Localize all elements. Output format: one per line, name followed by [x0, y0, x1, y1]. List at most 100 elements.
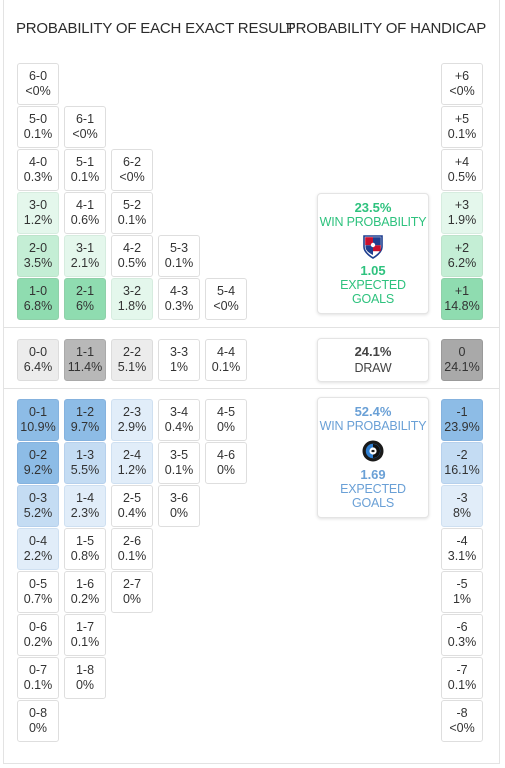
- score-cell-home: 5-0 0.1%: [17, 106, 59, 148]
- cell-probability: 1.9%: [447, 213, 477, 227]
- handicap-cell-away: -3 8%: [441, 485, 483, 527]
- cell-label: +2: [454, 241, 470, 255]
- handicap-cell-home: +3 1.9%: [441, 192, 483, 234]
- home-team-crest-icon: [363, 235, 383, 259]
- handicap-cell-home: +4 0.5%: [441, 149, 483, 191]
- score-cell-draw: 2-2 5.1%: [111, 339, 153, 381]
- cell-label: 3-2: [122, 284, 142, 298]
- score-cell-home: 3-0 1.2%: [17, 192, 59, 234]
- cell-label: 0-3: [28, 491, 48, 505]
- cell-probability: 0.1%: [117, 213, 147, 227]
- cell-label: 0-5: [28, 577, 48, 591]
- cell-label: 0-0: [28, 345, 48, 359]
- score-cell-home: 5-1 0.1%: [64, 149, 106, 191]
- cell-label: 0-8: [28, 706, 48, 720]
- cell-probability: <0%: [72, 127, 98, 141]
- cell-label: 2-6: [122, 534, 142, 548]
- score-cell-away: 1-7 0.1%: [64, 614, 106, 656]
- cell-label: 5-0: [28, 112, 48, 126]
- score-cell-home: 4-1 0.6%: [64, 192, 106, 234]
- cell-label: 2-2: [122, 345, 142, 359]
- cell-probability: 0.1%: [117, 549, 147, 563]
- handicap-cell-draw: 0 24.1%: [441, 339, 483, 381]
- score-cell-draw: 4-4 0.1%: [205, 339, 247, 381]
- cell-probability: 0.6%: [70, 213, 100, 227]
- cell-probability: 9.2%: [23, 463, 53, 477]
- cell-probability: 1.2%: [23, 213, 53, 227]
- handicap-cell-away: -8 <0%: [441, 700, 483, 742]
- cell-probability: 5.1%: [117, 360, 147, 374]
- home-win-probability: 23.5%: [354, 200, 392, 215]
- away-team-card: 52.4% WIN PROBABILITY 1.69 EXPECTED GOAL…: [317, 397, 429, 518]
- cell-label: 2-3: [122, 405, 142, 419]
- cell-probability: <0%: [213, 299, 239, 313]
- handicap-cell-away: -4 3.1%: [441, 528, 483, 570]
- cell-label: -5: [456, 577, 468, 591]
- cell-probability: 0%: [216, 420, 236, 434]
- cell-label: 1-6: [75, 577, 95, 591]
- cell-label: 6-2: [122, 155, 142, 169]
- score-cell-away: 2-7 0%: [111, 571, 153, 613]
- away-win-probability: 52.4%: [354, 404, 392, 419]
- handicap-cell-home: +2 6.2%: [441, 235, 483, 277]
- handicap-cell-away: -7 0.1%: [441, 657, 483, 699]
- draw-label: DRAW: [354, 361, 392, 375]
- cell-label: 0-4: [28, 534, 48, 548]
- cell-label: 3-5: [169, 448, 189, 462]
- cell-probability: 0.4%: [164, 420, 194, 434]
- cell-probability: 0.5%: [447, 170, 477, 184]
- cell-probability: <0%: [119, 170, 145, 184]
- score-cell-home: 6-2 <0%: [111, 149, 153, 191]
- cell-probability: 0%: [122, 592, 142, 606]
- cell-probability: 0.2%: [70, 592, 100, 606]
- cell-probability: 0.1%: [70, 170, 100, 184]
- score-cell-draw: 0-0 6.4%: [17, 339, 59, 381]
- cell-probability: 0.1%: [447, 127, 477, 141]
- cell-label: 6-1: [75, 112, 95, 126]
- cell-label: 1-0: [28, 284, 48, 298]
- cell-probability: 0%: [75, 678, 95, 692]
- cell-label: 4-4: [216, 345, 236, 359]
- cell-label: +6: [454, 69, 470, 83]
- cell-label: +5: [454, 112, 470, 126]
- cell-label: 4-0: [28, 155, 48, 169]
- cell-label: 1-7: [75, 620, 95, 634]
- cell-probability: 0.7%: [23, 592, 53, 606]
- cell-label: -3: [456, 491, 468, 505]
- cell-label: 6-0: [28, 69, 48, 83]
- score-cell-home: 4-3 0.3%: [158, 278, 200, 320]
- score-cell-draw: 1-1 11.4%: [64, 339, 106, 381]
- handicap-cell-home: +6 <0%: [441, 63, 483, 105]
- cell-probability: 9.7%: [70, 420, 100, 434]
- cell-probability: 0.1%: [447, 678, 477, 692]
- cell-probability: 0.5%: [117, 256, 147, 270]
- cell-probability: 5.2%: [23, 506, 53, 520]
- score-cell-away: 2-4 1.2%: [111, 442, 153, 484]
- cell-label: 0-2: [28, 448, 48, 462]
- score-cell-home: 5-3 0.1%: [158, 235, 200, 277]
- cell-probability: 6.4%: [23, 360, 53, 374]
- score-cell-home: 6-1 <0%: [64, 106, 106, 148]
- cell-label: 1-5: [75, 534, 95, 548]
- handicap-cell-away: -1 23.9%: [441, 399, 483, 441]
- score-cell-home: 2-0 3.5%: [17, 235, 59, 277]
- cell-probability: 24.1%: [444, 360, 480, 374]
- score-cell-away: 1-6 0.2%: [64, 571, 106, 613]
- cell-label: 0-7: [28, 663, 48, 677]
- cell-label: 4-6: [216, 448, 236, 462]
- cell-label: -6: [456, 620, 468, 634]
- cell-label: 1-1: [75, 345, 95, 359]
- cell-probability: 14.8%: [444, 299, 480, 313]
- cell-label: +4: [454, 155, 470, 169]
- score-cell-away: 2-3 2.9%: [111, 399, 153, 441]
- score-cell-away: 0-8 0%: [17, 700, 59, 742]
- cell-probability: 8%: [452, 506, 472, 520]
- cell-label: 5-3: [169, 241, 189, 255]
- handicap-heading: PROBABILITY OF HANDICAP: [285, 20, 486, 37]
- score-cell-away: 0-1 10.9%: [17, 399, 59, 441]
- draw-card: 24.1% DRAW: [317, 338, 429, 382]
- cell-label: 0-6: [28, 620, 48, 634]
- cell-label: 4-1: [75, 198, 95, 212]
- score-cell-away: 1-8 0%: [64, 657, 106, 699]
- cell-probability: 16.1%: [444, 463, 480, 477]
